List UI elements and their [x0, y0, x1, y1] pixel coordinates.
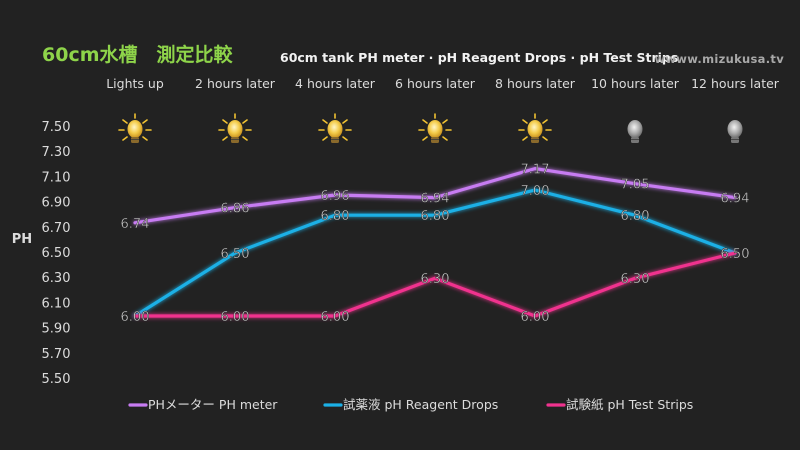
light-ray — [522, 119, 528, 124]
light-ray — [322, 136, 328, 141]
category-label: 8 hours later — [495, 76, 576, 91]
chart-subtitle: 60cm tank PH meter · pH Reagent Drops · … — [280, 50, 679, 65]
y-tick-label: 6.10 — [42, 296, 71, 311]
legend-label: PHメーター PH meter — [148, 397, 278, 412]
website-label: wwww.mizukusa.tv — [654, 52, 784, 66]
light-ray — [142, 136, 148, 141]
bulb-glass — [727, 120, 743, 138]
light-on-icon — [218, 113, 252, 143]
light-ray — [522, 136, 528, 141]
category-label: Lights up — [106, 76, 164, 91]
data-label: 6.30 — [621, 272, 650, 287]
y-tick-label: 5.90 — [42, 322, 71, 337]
data-label: 7.17 — [521, 163, 550, 178]
category-label: 12 hours later — [691, 76, 780, 91]
light-ray — [322, 119, 328, 124]
light-off-icon — [627, 120, 643, 143]
light-ray — [242, 119, 248, 124]
light-ray — [342, 119, 348, 124]
data-label: 6.74 — [121, 217, 150, 232]
y-axis-label: PH — [12, 232, 32, 247]
chart-title: 60cm水槽 測定比較 — [42, 44, 233, 66]
data-label: 6.00 — [521, 310, 550, 325]
light-on-icon — [318, 113, 352, 143]
data-label: 6.00 — [121, 310, 150, 325]
light-ray — [542, 136, 548, 141]
light-ray — [442, 136, 448, 141]
bulb-base — [231, 137, 239, 143]
light-ray — [242, 136, 248, 141]
light-off-icon — [727, 120, 743, 143]
data-label: 6.94 — [421, 192, 450, 207]
category-label: 4 hours later — [295, 76, 376, 91]
data-label: 7.05 — [621, 178, 650, 193]
category-label: 2 hours later — [195, 76, 276, 91]
y-tick-label: 6.70 — [42, 221, 71, 236]
bulb-glass — [327, 120, 343, 138]
series-line — [133, 251, 737, 318]
y-tick-label: 6.90 — [42, 196, 71, 211]
bulb-glass — [427, 120, 443, 138]
light-ray — [422, 119, 428, 124]
data-label: 6.00 — [221, 310, 250, 325]
legend-item: 試験紙 pH Test Strips — [546, 397, 693, 412]
y-tick-label: 5.70 — [42, 347, 71, 362]
series-line — [133, 167, 737, 225]
data-label: 6.80 — [621, 209, 650, 224]
bulb-base — [431, 137, 439, 143]
light-ray — [122, 136, 128, 141]
bulb-base — [331, 137, 339, 143]
y-tick-label: 7.30 — [42, 145, 71, 160]
data-label: 6.80 — [421, 209, 450, 224]
bulb-glass — [527, 120, 543, 138]
legend-item: PHメーター PH meter — [128, 397, 278, 412]
data-label: 7.00 — [521, 184, 550, 199]
light-ray — [142, 119, 148, 124]
data-label: 6.50 — [721, 247, 750, 262]
category-label: 10 hours later — [591, 76, 680, 91]
bulb-glass — [127, 120, 143, 138]
data-label: 6.00 — [321, 310, 350, 325]
y-tick-label: 6.30 — [42, 271, 71, 286]
light-on-icon — [518, 113, 552, 143]
light-ray — [222, 136, 228, 141]
light-ray — [442, 119, 448, 124]
light-ray — [122, 119, 128, 124]
data-label: 6.86 — [221, 202, 250, 217]
y-tick-label: 7.10 — [42, 170, 71, 185]
legend-label: 試験紙 pH Test Strips — [566, 397, 693, 412]
legend-label: 試薬液 pH Reagent Drops — [343, 397, 498, 412]
light-ray — [222, 119, 228, 124]
data-label: 6.50 — [221, 247, 250, 262]
series-line — [133, 188, 737, 318]
light-on-icon — [418, 113, 452, 143]
bulb-base — [631, 137, 639, 143]
bulb-base — [731, 137, 739, 143]
bulb-glass — [627, 120, 643, 138]
data-label: 6.96 — [321, 189, 350, 204]
category-label: 6 hours later — [395, 76, 476, 91]
light-ray — [542, 119, 548, 124]
light-ray — [342, 136, 348, 141]
light-on-icon — [118, 113, 152, 143]
y-tick-label: 5.50 — [42, 372, 71, 387]
data-label: 6.50 — [721, 247, 750, 262]
legend-item: 試薬液 pH Reagent Drops — [323, 397, 498, 412]
y-tick-label: 7.50 — [42, 120, 71, 135]
bulb-glass — [227, 120, 243, 138]
data-label: 6.94 — [721, 192, 750, 207]
data-label: 6.30 — [421, 272, 450, 287]
light-ray — [422, 136, 428, 141]
bulb-base — [531, 137, 539, 143]
y-tick-label: 6.50 — [42, 246, 71, 261]
bulb-base — [131, 137, 139, 143]
data-label: 6.00 — [121, 310, 150, 325]
data-label: 6.80 — [321, 209, 350, 224]
